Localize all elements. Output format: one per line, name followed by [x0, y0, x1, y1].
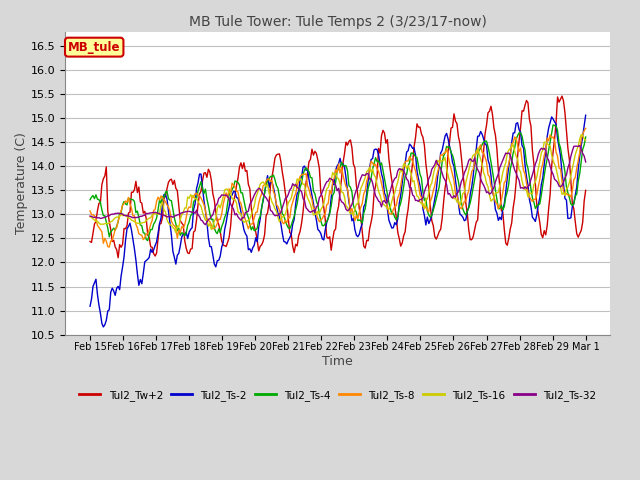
X-axis label: Time: Time	[323, 355, 353, 368]
Y-axis label: Temperature (C): Temperature (C)	[15, 132, 28, 234]
Legend: Tul2_Tw+2, Tul2_Ts-2, Tul2_Ts-4, Tul2_Ts-8, Tul2_Ts-16, Tul2_Ts-32: Tul2_Tw+2, Tul2_Ts-2, Tul2_Ts-4, Tul2_Ts…	[76, 386, 600, 405]
Title: MB Tule Tower: Tule Temps 2 (3/23/17-now): MB Tule Tower: Tule Temps 2 (3/23/17-now…	[189, 15, 487, 29]
Text: MB_tule: MB_tule	[68, 41, 120, 54]
